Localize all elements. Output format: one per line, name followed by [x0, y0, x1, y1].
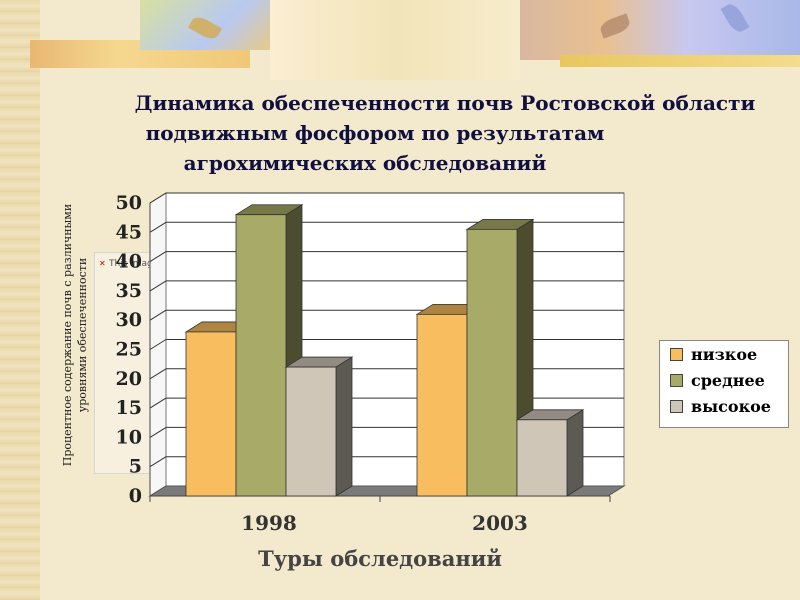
y-tick-label: 45	[116, 221, 142, 243]
y-tick-label: 0	[129, 485, 142, 507]
broken-image-icon: ✕	[99, 259, 106, 268]
y-tick-label: 10	[116, 426, 142, 448]
legend-swatch	[670, 399, 683, 413]
y-tick-label: 5	[129, 456, 142, 478]
bar-низкое-1998	[185, 331, 237, 497]
legend: низкое среднее высокое	[659, 340, 789, 428]
bar-низкое-2003	[416, 313, 468, 497]
y-tick-label: 20	[116, 368, 142, 390]
y-tick-label: 30	[116, 309, 142, 331]
bar-side-высокое-2003	[566, 409, 584, 497]
gridline-depth-5	[149, 339, 167, 350]
legend-label: высокое	[691, 396, 771, 416]
gridline-depth-1	[149, 456, 167, 468]
legend-label: низкое	[691, 344, 758, 364]
bar-среднее-2003	[466, 228, 518, 497]
bar-среднее-1998	[235, 214, 287, 497]
title-line-2: подвижным фосфором по результатам	[145, 121, 605, 145]
legend-item: высокое	[660, 393, 788, 419]
decorative-banner	[0, 0, 800, 80]
x-tick-label: 1998	[241, 511, 297, 535]
gridline-depth-10	[149, 192, 167, 204]
y-tick-label: 40	[116, 251, 142, 273]
bar-высокое-1998	[285, 366, 337, 497]
gridline-depth-9	[149, 221, 167, 233]
y-tick-label: 50	[116, 192, 142, 214]
gridline-depth-2	[149, 426, 167, 438]
legend-item: низкое	[660, 341, 788, 367]
title-line-3: агрохимических обследований	[183, 151, 547, 175]
bar-side-высокое-1998	[335, 356, 353, 497]
legend-label: среднее	[691, 370, 765, 390]
gridline-depth-6	[149, 309, 167, 321]
legend-swatch	[670, 347, 683, 361]
x-tick-label: 2003	[472, 511, 528, 535]
y-tick-label: 15	[116, 397, 142, 419]
gridline-depth-7	[149, 280, 167, 292]
gridline-depth-8	[149, 251, 167, 263]
x-axis-title: Туры обследований	[258, 546, 502, 571]
gridline-depth-3	[149, 397, 167, 409]
y-tick-label: 25	[116, 339, 142, 361]
chart-title: Динамика обеспеченности почв Ростовской …	[60, 88, 800, 178]
title-line-1: Динамика обеспеченности почв Ростовской …	[134, 91, 756, 115]
y-tick-label: 35	[116, 280, 142, 302]
paper-texture-strip	[0, 0, 40, 600]
gridline-depth-4	[149, 368, 167, 380]
legend-swatch	[670, 373, 683, 387]
bar-высокое-2003	[516, 419, 568, 497]
legend-item: среднее	[660, 367, 788, 393]
